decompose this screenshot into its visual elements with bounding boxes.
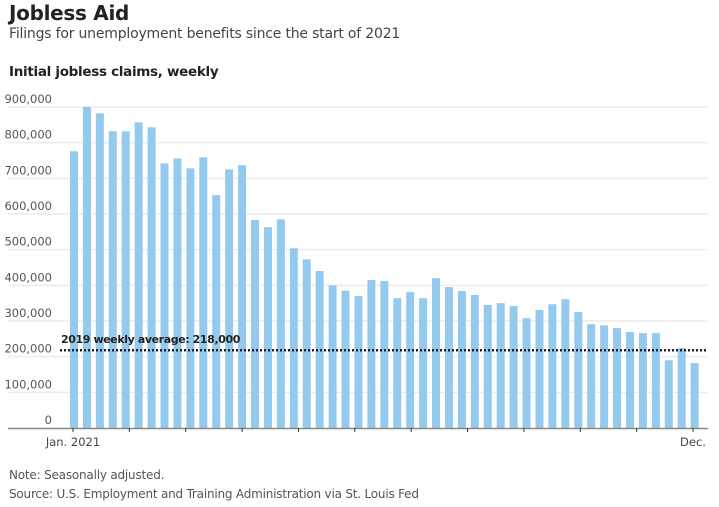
chart-title: Jobless Aid xyxy=(9,1,130,25)
bar xyxy=(199,157,208,429)
y-tick-label: 500,000 xyxy=(4,235,52,249)
y-tick-label: 400,000 xyxy=(4,270,52,284)
bar xyxy=(522,318,531,428)
reference-line-label: 2019 weekly average: 218,000 xyxy=(61,333,241,346)
bar xyxy=(638,333,647,428)
bar xyxy=(354,296,363,428)
bar xyxy=(496,303,505,428)
y-tick-label: 900,000 xyxy=(4,92,52,106)
bar xyxy=(121,131,130,428)
y-tick-label: 0 xyxy=(45,413,52,427)
bar xyxy=(263,227,272,428)
bar xyxy=(380,281,389,428)
bar xyxy=(341,290,350,428)
bar xyxy=(535,309,544,428)
chart-subtitle: Filings for unemployment benefits since … xyxy=(9,26,401,42)
chart-heading: Initial jobless claims, weekly xyxy=(9,64,219,80)
bar xyxy=(561,299,570,428)
y-tick-label: 100,000 xyxy=(4,377,52,391)
bars xyxy=(70,107,699,429)
bar xyxy=(328,285,337,428)
bar xyxy=(587,324,596,428)
reference-line-group: 2019 weekly average: 218,000 xyxy=(60,333,708,352)
chart-note: Note: Seasonally adjusted. xyxy=(9,468,165,482)
bar xyxy=(147,127,156,428)
bar xyxy=(212,195,221,428)
bar xyxy=(82,107,91,428)
bar xyxy=(548,304,557,428)
bar xyxy=(225,169,234,428)
bar xyxy=(276,219,285,428)
bar xyxy=(444,287,453,428)
bar xyxy=(302,259,311,428)
bar xyxy=(173,158,182,429)
bar xyxy=(406,292,415,428)
bar xyxy=(251,220,260,428)
y-tick-label: 700,000 xyxy=(4,163,52,177)
bar xyxy=(419,298,428,428)
bar xyxy=(393,298,402,428)
bar xyxy=(134,122,143,428)
chart-source: Source: U.S. Employment and Training Adm… xyxy=(9,487,419,501)
bar xyxy=(432,278,441,428)
bar xyxy=(95,113,104,429)
bar xyxy=(677,348,686,428)
y-tick-label: 200,000 xyxy=(4,342,52,356)
bar xyxy=(625,332,634,428)
bar xyxy=(70,151,78,428)
x-axis: Jan. 2021 Dec. xyxy=(8,427,708,449)
bar xyxy=(600,325,609,428)
y-tick-label: 300,000 xyxy=(4,306,52,320)
bar xyxy=(186,168,195,428)
bar xyxy=(289,248,298,428)
bar xyxy=(315,271,324,428)
bar xyxy=(238,165,247,429)
x-tick-label: Dec. xyxy=(680,435,706,449)
y-axis-labels: 0 100,000 200,000 300,000 400,000 500,000 600,… xyxy=(4,92,52,427)
bar xyxy=(160,163,169,428)
x-tick-label: Jan. 2021 xyxy=(45,435,100,449)
y-tick-label: 800,000 xyxy=(4,128,52,142)
bar xyxy=(108,131,117,428)
bar xyxy=(651,333,660,428)
bar xyxy=(367,279,376,428)
y-tick-label: 600,000 xyxy=(4,199,52,213)
bar xyxy=(613,328,622,428)
bar xyxy=(664,360,673,428)
bar xyxy=(509,306,518,428)
bar xyxy=(690,363,699,428)
bar xyxy=(483,304,492,428)
bar xyxy=(574,312,583,428)
bar xyxy=(470,294,479,428)
bar xyxy=(457,291,466,428)
